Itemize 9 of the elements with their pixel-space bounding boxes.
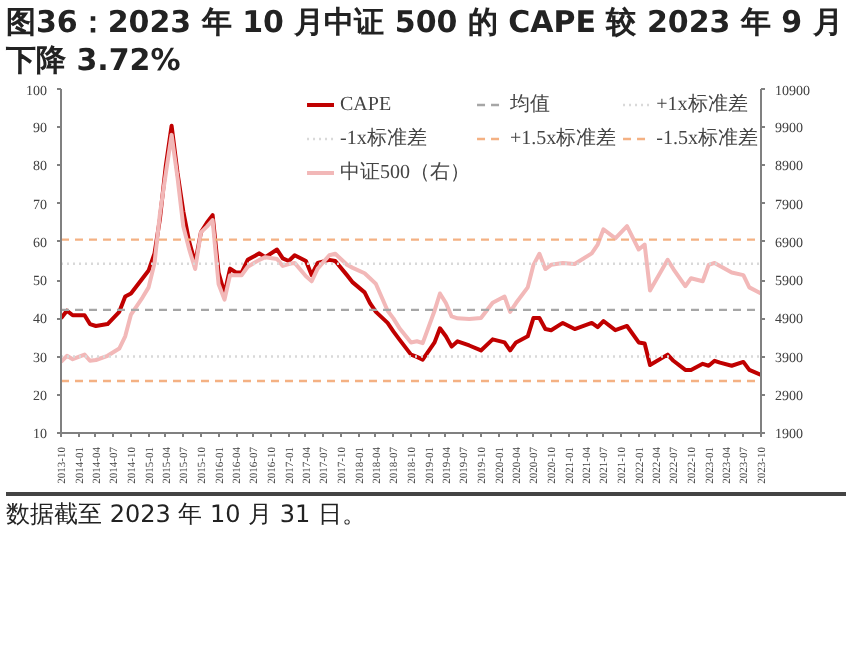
legend-label: 中证500（右） [340,159,471,186]
legend-label: +1x标准差 [656,91,748,118]
legend-label: -1x标准差 [340,125,427,152]
chart-title: 图36：2023 年 10 月中证 500 的 CAPE 较 2023 年 9 月下降 3.72% [6,4,845,80]
legend-label: 均值 [510,92,551,118]
text: 数据截至 2023 年 10 月 31 日。 [6,498,366,532]
legend-label: +1.5x标准差 [510,125,617,152]
legend-label: CAPE [340,93,392,115]
legend-label: -1.5x标准差 [656,125,758,152]
